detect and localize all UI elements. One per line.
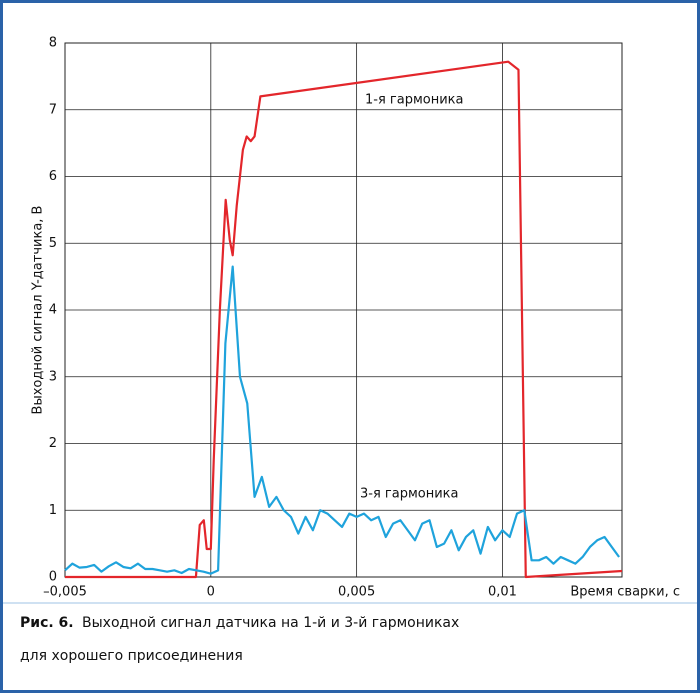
y-axis-label: Выходной сигнал Y-датчика, В	[31, 206, 46, 415]
y-tick-label: 1	[49, 503, 57, 518]
series-line	[65, 60, 623, 579]
y-tick-label: 3	[49, 369, 57, 384]
x-axis-label: Время сварки, с	[570, 585, 680, 600]
y-tick-label: 2	[49, 436, 57, 451]
series-label: 1-я гармоника	[365, 93, 464, 108]
y-tick-label: 8	[49, 36, 57, 51]
x-tick-label: 0,005	[338, 585, 375, 600]
y-tick-label: 6	[49, 169, 57, 184]
x-tick-label: 0	[207, 585, 215, 600]
x-tick-label: –0,005	[43, 585, 87, 600]
x-tick-label: 0,01	[488, 585, 517, 600]
y-tick-label: 4	[49, 303, 57, 318]
series-line	[64, 265, 620, 575]
caption-text: для хорошего присоединения	[20, 648, 243, 664]
series-label: 3-я гармоника	[360, 487, 459, 502]
y-tick-label: 5	[49, 236, 57, 251]
caption-text: Выходной сигнал датчика на 1-й и 3-й гар…	[82, 615, 459, 631]
caption-label: Рис. 6.	[20, 615, 74, 631]
y-tick-label: 7	[49, 102, 57, 117]
y-tick-label: 0	[49, 570, 57, 585]
